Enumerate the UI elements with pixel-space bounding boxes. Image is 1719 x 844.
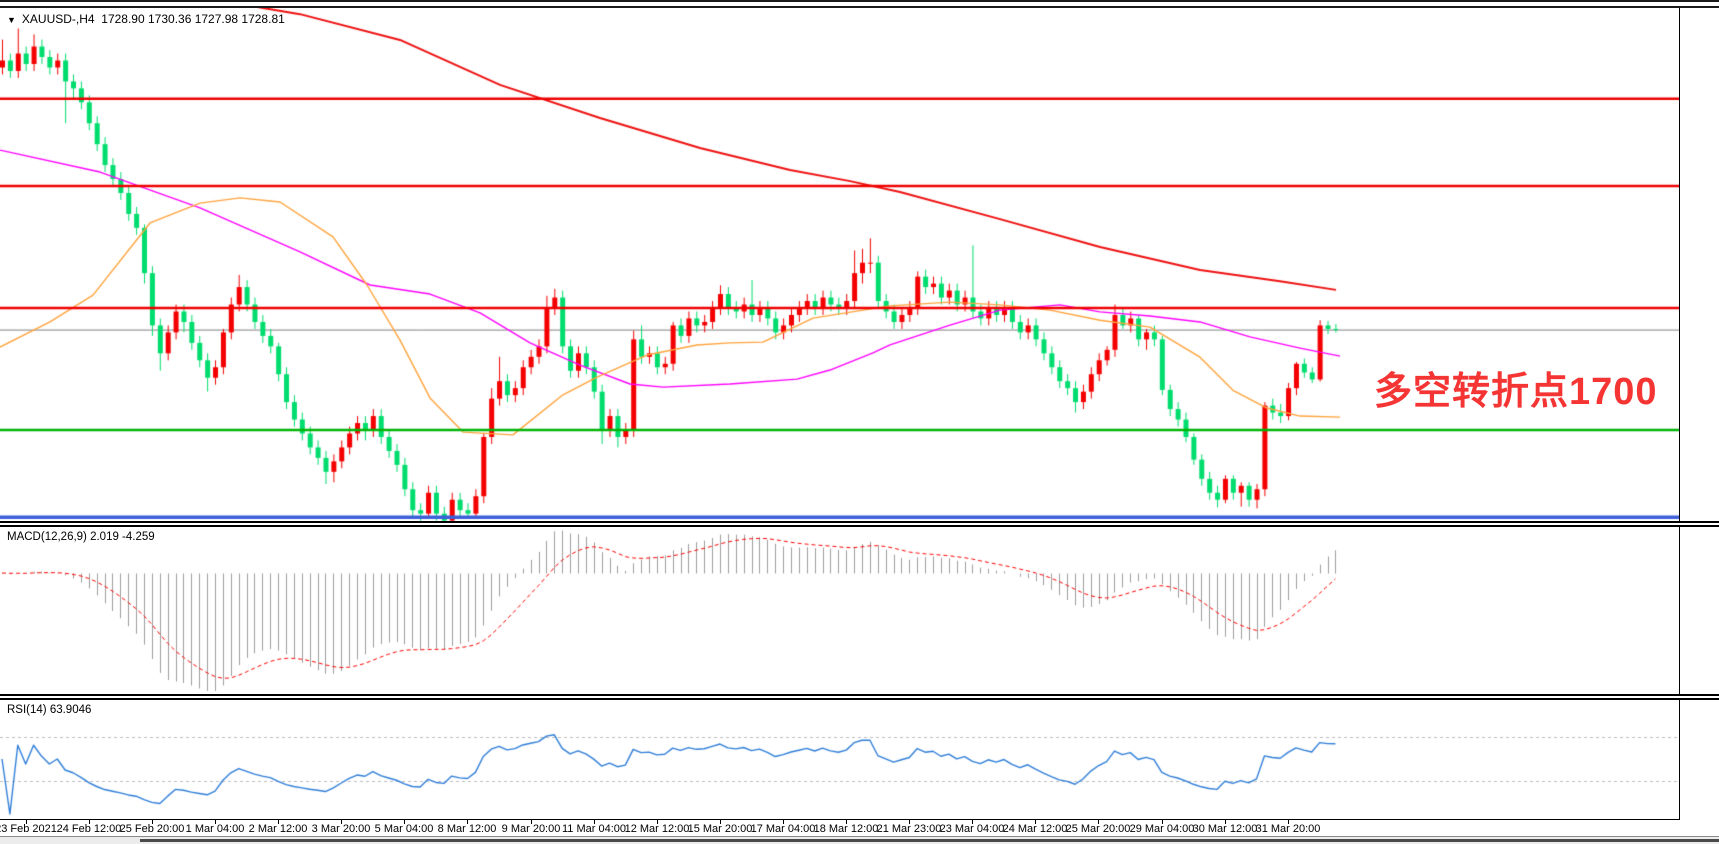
time-tick bbox=[467, 820, 468, 824]
time-label: 1 Mar 04:00 bbox=[185, 823, 245, 835]
time-tick bbox=[594, 820, 595, 824]
time-label: 18 Mar 12:00 bbox=[813, 823, 879, 835]
time-label: 25 Feb 20:00 bbox=[119, 823, 185, 835]
price-axis-line bbox=[1679, 8, 1680, 820]
time-tick bbox=[215, 820, 216, 824]
time-label: 12 Mar 12:00 bbox=[624, 823, 690, 835]
time-tick bbox=[783, 820, 784, 824]
time-tick bbox=[341, 820, 342, 824]
time-label: 17 Mar 04:00 bbox=[750, 823, 816, 835]
panel-divider-main-macd[interactable] bbox=[0, 521, 1719, 527]
macd-canvas[interactable] bbox=[0, 527, 1679, 694]
time-tick bbox=[278, 820, 279, 824]
time-label: 23 Mar 04:00 bbox=[939, 823, 1005, 835]
panel-divider-macd-rsi[interactable] bbox=[0, 694, 1719, 700]
time-tick bbox=[720, 820, 721, 824]
time-tick bbox=[846, 820, 847, 824]
time-label: 29 Mar 04:00 bbox=[1129, 823, 1195, 835]
time-tick bbox=[972, 820, 973, 824]
bottom-scrollbar[interactable] bbox=[0, 836, 1719, 844]
time-label: 24 Mar 12:00 bbox=[1002, 823, 1068, 835]
macd-panel: MACD(12,26,9) 2.019 -4.259 bbox=[0, 527, 1679, 694]
time-label: 31 Mar 20:00 bbox=[1255, 823, 1321, 835]
time-label: 23 Feb 2021 bbox=[0, 823, 57, 835]
time-tick bbox=[909, 820, 910, 824]
rsi-panel: RSI(14) 63.9046 bbox=[0, 700, 1679, 820]
time-tick bbox=[531, 820, 532, 824]
time-label: 11 Mar 04:00 bbox=[561, 823, 627, 835]
scrollbar-thumb[interactable] bbox=[140, 839, 1719, 842]
time-label: 2 Mar 12:00 bbox=[248, 823, 308, 835]
time-tick bbox=[657, 820, 658, 824]
time-tick bbox=[1098, 820, 1099, 824]
time-axis[interactable]: 23 Feb 2021 24 Feb 12:00 25 Feb 20:00 1 Mar… bbox=[0, 820, 1719, 836]
time-label: 3 Mar 20:00 bbox=[311, 823, 371, 835]
rsi-label: RSI(14) 63.9046 bbox=[7, 704, 92, 716]
time-tick bbox=[1162, 820, 1163, 824]
time-label: 15 Mar 20:00 bbox=[687, 823, 753, 835]
symbol-timeframe-label: XAUUSD-,H4 bbox=[21, 12, 95, 26]
macd-label: MACD(12,26,9) 2.019 -4.259 bbox=[7, 531, 155, 543]
time-tick bbox=[152, 820, 153, 824]
symbol-dropdown-icon[interactable]: ▼ bbox=[7, 15, 16, 25]
price-chart-canvas[interactable] bbox=[0, 8, 1679, 521]
time-tick bbox=[1225, 820, 1226, 824]
time-label: 5 Mar 04:00 bbox=[374, 823, 434, 835]
ohlc-readout: 1728.90 1730.36 1727.98 1728.81 bbox=[101, 12, 285, 26]
time-tick bbox=[1288, 820, 1289, 824]
time-label: 8 Mar 12:00 bbox=[437, 823, 497, 835]
time-tick bbox=[404, 820, 405, 824]
price-axis[interactable]: 1815.201805.701796.201786.951777.451768.… bbox=[1679, 0, 1719, 844]
time-label: 30 Mar 12:00 bbox=[1192, 823, 1258, 835]
time-tick bbox=[1035, 820, 1036, 824]
time-tick bbox=[89, 820, 90, 824]
chart-title: ▼ XAUUSD-,H4 1728.90 1730.36 1727.98 1728… bbox=[7, 12, 285, 26]
time-label: 9 Mar 20:00 bbox=[501, 823, 561, 835]
annotation-text: 多空转折点1700 bbox=[1374, 371, 1658, 413]
time-tick bbox=[26, 820, 27, 824]
time-label: 25 Mar 20:00 bbox=[1065, 823, 1131, 835]
time-label: 24 Feb 12:00 bbox=[56, 823, 122, 835]
price-chart-panel: ▼ XAUUSD-,H4 1728.90 1730.36 1727.98 1728… bbox=[0, 8, 1679, 521]
time-label: 21 Mar 23:00 bbox=[876, 823, 942, 835]
window-top-edge bbox=[0, 0, 1719, 8]
rsi-canvas[interactable] bbox=[0, 700, 1679, 819]
